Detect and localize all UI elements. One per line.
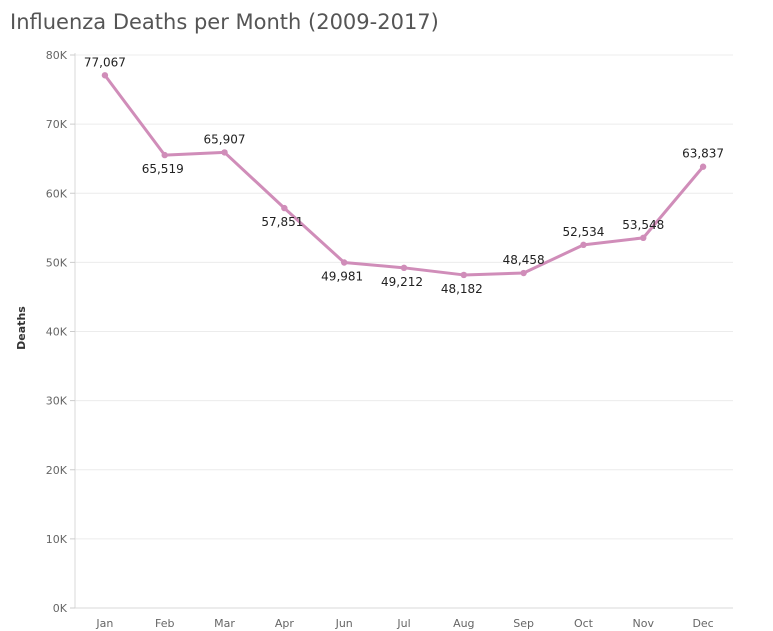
data-label: 65,519 — [142, 162, 184, 176]
data-point — [101, 72, 109, 79]
data-points — [101, 72, 707, 279]
data-label: 65,907 — [204, 132, 246, 146]
data-point — [520, 269, 527, 277]
y-axis-title: Deaths — [15, 306, 28, 350]
y-tick-label: 30K — [46, 395, 68, 408]
y-tick-label: 70K — [46, 118, 68, 131]
x-tick-label: Jul — [396, 617, 410, 630]
data-point — [580, 241, 587, 249]
data-label: 49,212 — [381, 275, 423, 289]
gridlines — [75, 54, 733, 609]
y-axis: 0K 10K 20K 30K 40K 50K 60K 70K 80K — [46, 49, 76, 615]
x-tick-label: Nov — [633, 617, 655, 630]
series-line-group — [103, 73, 705, 277]
x-tick-label: Apr — [275, 617, 295, 630]
x-tick-label: Jan — [95, 617, 113, 630]
y-tick-label: 40K — [46, 326, 68, 339]
y-tick-label: 60K — [46, 187, 68, 200]
x-tick-label: Sep — [513, 617, 534, 630]
data-point — [460, 271, 468, 279]
data-label: 53,548 — [622, 218, 664, 232]
data-label: 77,067 — [84, 55, 126, 69]
y-tick-label: 20K — [46, 464, 68, 477]
data-label: 48,458 — [503, 253, 545, 267]
y-tick-label: 50K — [46, 256, 68, 269]
data-point — [161, 151, 168, 159]
data-label: 49,981 — [321, 270, 363, 284]
data-point — [699, 163, 707, 170]
data-point — [640, 234, 647, 242]
x-tick-label: Dec — [692, 617, 713, 630]
data-label: 48,182 — [441, 282, 483, 296]
x-tick-label: Jun — [335, 617, 353, 630]
data-label: 63,837 — [682, 147, 724, 161]
x-tick-label: Oct — [574, 617, 594, 630]
data-point — [221, 149, 228, 156]
x-tick-label: Feb — [155, 617, 174, 630]
y-tick-label: 80K — [46, 49, 68, 62]
x-axis: Jan Feb Mar Apr Jun Jul Aug Sep Oct Nov Dec — [95, 617, 713, 630]
data-label: 52,534 — [562, 225, 604, 239]
x-tick-label: Aug — [453, 617, 474, 630]
y-tick-label: 10K — [46, 533, 68, 546]
data-labels: 77,067 65,519 65,907 57,851 49,981 49,212 48,1… — [84, 55, 724, 296]
y-tick-label: 0K — [53, 602, 68, 615]
data-point — [281, 204, 288, 212]
series-line — [103, 73, 705, 277]
chart-title: Influenza Deaths per Month (2009-2017) — [10, 10, 439, 34]
data-point — [340, 259, 348, 266]
x-tick-label: Mar — [214, 617, 235, 630]
data-label: 57,851 — [261, 215, 303, 229]
data-point — [400, 264, 408, 272]
